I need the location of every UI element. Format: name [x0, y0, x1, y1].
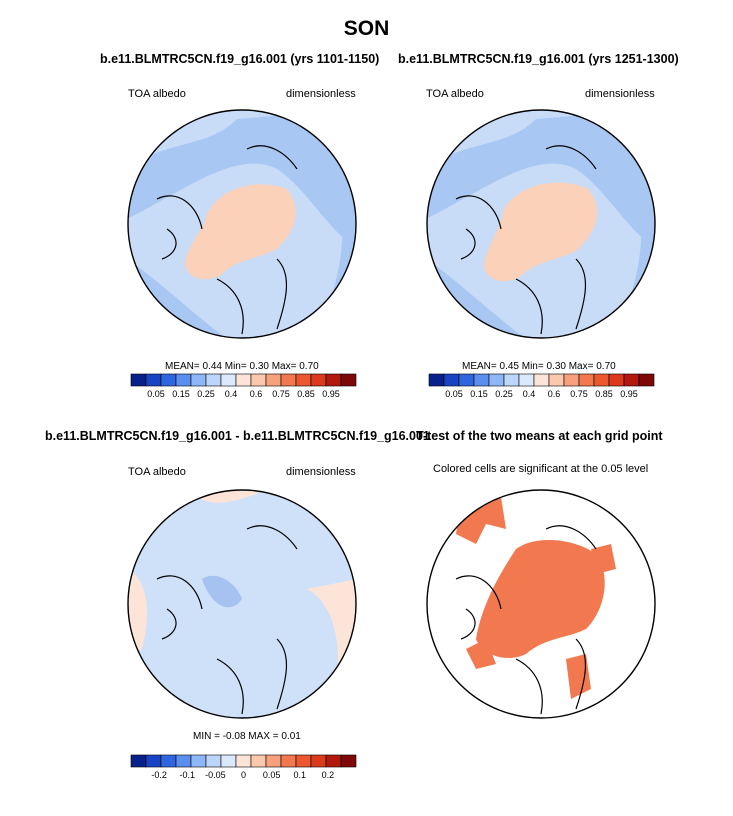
- colorbar-box: [518, 373, 535, 387]
- colorbar-box: [205, 373, 222, 387]
- colorbar-tick-label: 0.95: [620, 389, 638, 399]
- colorbar-box: [130, 754, 147, 768]
- colorbar-tick-label: 0.05: [263, 770, 281, 780]
- colorbar-tick-label: -0.05: [205, 770, 226, 780]
- colorbar-box: [235, 754, 252, 768]
- panel2-right-label: dimensionless: [585, 88, 655, 100]
- colorbar-box: [160, 754, 177, 768]
- colorbar-box: [175, 373, 192, 387]
- panel3-colorbar: -0.2 -0.1 -0.05 0 0.05 0.1 0.2: [130, 754, 357, 780]
- colorbar-box: [280, 373, 297, 387]
- colorbar-box: [205, 754, 222, 768]
- colorbar-tick-label: 0.05: [147, 389, 165, 399]
- colorbar-tick-label: 0.25: [495, 389, 513, 399]
- colorbar-box: [235, 373, 252, 387]
- colorbar-box: [443, 373, 460, 387]
- colorbar-box: [130, 373, 147, 387]
- colorbar-tick-label: 0: [241, 770, 246, 780]
- colorbar-box: [145, 373, 162, 387]
- colorbar-box: [473, 373, 490, 387]
- colorbar-box: [145, 754, 162, 768]
- colorbar-box: [175, 754, 192, 768]
- colorbar-box: [280, 754, 297, 768]
- colorbar-tick-label: 0.1: [293, 770, 306, 780]
- panel4-map: [426, 489, 656, 719]
- panel1-title: b.e11.BLMTRC5CN.f19_g16.001 (yrs 1101-11…: [100, 52, 380, 66]
- colorbar-box: [623, 373, 640, 387]
- colorbar-tick-label: 0.25: [197, 389, 215, 399]
- colorbar-box: [548, 373, 565, 387]
- colorbar-box: [190, 373, 207, 387]
- colorbar-tick-label: 0.4: [225, 389, 238, 399]
- panel2-colorbar: 0.05 0.15 0.25 0.4 0.6 0.75 0.85 0.95: [428, 373, 655, 399]
- colorbar-tick-label: 0.85: [297, 389, 315, 399]
- panel2-stats: MEAN= 0.45 Min= 0.30 Max= 0.70: [462, 361, 616, 372]
- colorbar-tick-label: 0.75: [570, 389, 588, 399]
- colorbar-box: [563, 373, 580, 387]
- colorbar-box: [265, 373, 282, 387]
- colorbar-box: [310, 754, 327, 768]
- colorbar-box: [160, 373, 177, 387]
- colorbar-box: [265, 754, 282, 768]
- colorbar-tick-label: 0.05: [445, 389, 463, 399]
- colorbar-tick-label: -0.2: [151, 770, 167, 780]
- colorbar-box: [220, 754, 237, 768]
- colorbar-box: [250, 754, 267, 768]
- colorbar-tick-label: 0.95: [322, 389, 340, 399]
- panel4-subtitle: Colored cells are significant at the 0.0…: [433, 463, 649, 475]
- colorbar-box: [428, 373, 445, 387]
- colorbar-box: [503, 373, 520, 387]
- panel3-right-label: dimensionless: [286, 466, 356, 478]
- colorbar-tick-label: 0.15: [172, 389, 190, 399]
- panel3-title: b.e11.BLMTRC5CN.f19_g16.001 - b.e11.BLMT…: [45, 429, 430, 443]
- colorbar-tick-label: 0.4: [523, 389, 536, 399]
- panel4-title: T-test of the two means at each grid poi…: [416, 429, 663, 443]
- colorbar-box: [458, 373, 475, 387]
- colorbar-box: [340, 754, 357, 768]
- colorbar-box: [190, 754, 207, 768]
- panel1-right-label: dimensionless: [286, 88, 356, 100]
- colorbar-box: [533, 373, 550, 387]
- colorbar-box: [578, 373, 595, 387]
- panel2-left-label: TOA albedo: [426, 88, 484, 100]
- colorbar-box: [325, 754, 342, 768]
- panel1-stats: MEAN= 0.44 Min= 0.30 Max= 0.70: [165, 361, 319, 372]
- colorbar-tick-label: -0.1: [179, 770, 195, 780]
- panel3-stats: MIN = -0.08 MAX = 0.01: [193, 731, 301, 742]
- colorbar-box: [250, 373, 267, 387]
- colorbar-box: [310, 373, 327, 387]
- panel2-title: b.e11.BLMTRC5CN.f19_g16.001 (yrs 1251-13…: [398, 52, 679, 66]
- colorbar-tick-label: 0.75: [272, 389, 290, 399]
- colorbar-box: [295, 754, 312, 768]
- colorbar-tick-label: 0.6: [250, 389, 263, 399]
- colorbar-box: [295, 373, 312, 387]
- colorbar-tick-label: 0.15: [470, 389, 488, 399]
- colorbar-box: [488, 373, 505, 387]
- colorbar-tick-label: 0.85: [595, 389, 613, 399]
- colorbar-tick-label: 0.2: [322, 770, 335, 780]
- colorbar-box: [220, 373, 237, 387]
- panel3-left-label: TOA albedo: [128, 466, 186, 478]
- panel1-left-label: TOA albedo: [128, 88, 186, 100]
- colorbar-box: [638, 373, 655, 387]
- colorbar-box: [608, 373, 625, 387]
- figure-title: SON: [343, 17, 390, 40]
- colorbar-box: [340, 373, 357, 387]
- colorbar-tick-label: 0.6: [548, 389, 561, 399]
- colorbar-box: [325, 373, 342, 387]
- panel1-map: [127, 109, 357, 339]
- panel1-colorbar: 0.05 0.15 0.25 0.4 0.6 0.75 0.85 0.95: [130, 373, 357, 399]
- panel3-map: [127, 489, 357, 719]
- colorbar-box: [593, 373, 610, 387]
- panel2-map: [426, 109, 656, 339]
